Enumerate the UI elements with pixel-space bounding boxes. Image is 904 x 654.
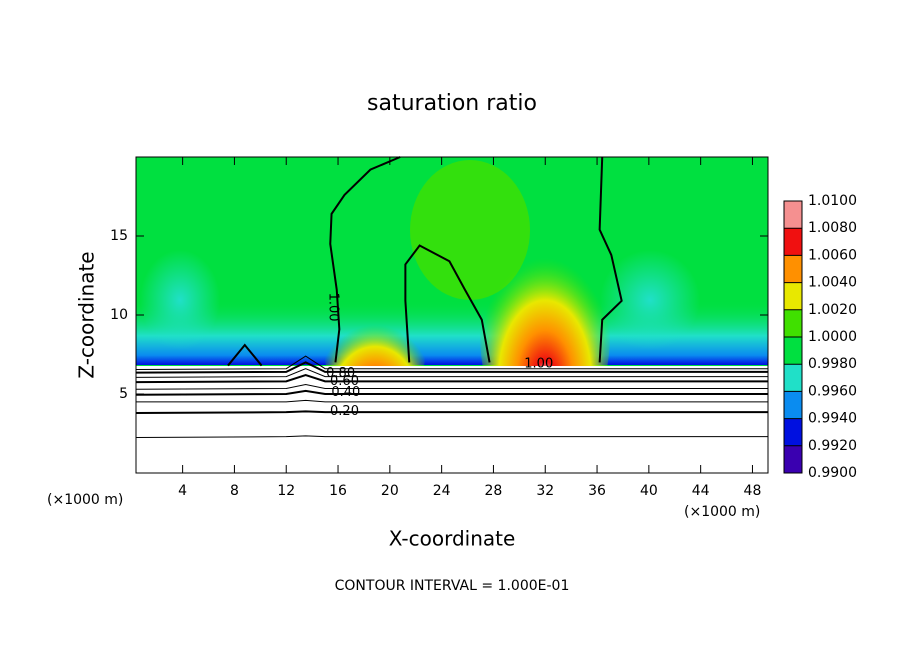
contour-line <box>329 156 401 363</box>
colorbar-box <box>784 391 802 419</box>
contour-line <box>135 361 768 374</box>
x-tick-label: 20 <box>381 483 399 499</box>
y-tick-label: 5 <box>119 386 128 402</box>
footnote: CONTOUR INTERVAL = 1.000E-01 <box>335 578 570 594</box>
x-tick-label: 4 <box>178 483 187 499</box>
colorbar-label: 0.9960 <box>808 383 857 399</box>
x-tick-label: 40 <box>640 483 658 499</box>
x-axis-label: X-coordinate <box>389 527 516 551</box>
y-unit: (×1000 m) <box>684 504 760 520</box>
colorbar-label: 0.9940 <box>808 411 857 427</box>
y-axis-label: Z-coordinate <box>75 251 99 378</box>
contour-label: 1.00 <box>325 293 340 322</box>
contour-line <box>135 435 768 438</box>
colorbar-box <box>784 201 802 229</box>
colorbar-label: 1.0100 <box>808 193 857 209</box>
field <box>136 157 768 473</box>
x-tick-label: 16 <box>329 483 347 499</box>
colorbar-box <box>784 418 802 446</box>
x-tick-label: 32 <box>536 483 554 499</box>
contour-line <box>136 399 768 403</box>
contour-line <box>227 343 263 367</box>
contour-line <box>135 389 768 396</box>
colorbar-box <box>784 255 802 283</box>
y-tick-label: 15 <box>110 228 128 244</box>
colorbar-label: 0.9980 <box>808 356 857 372</box>
terrain <box>136 366 768 473</box>
x-tick-label: 36 <box>588 483 606 499</box>
colorbar-box <box>784 228 802 256</box>
contour-label: 0.80 <box>326 366 355 381</box>
colorbar-box <box>784 364 802 392</box>
colorbar-box <box>784 282 802 310</box>
field-patch <box>140 250 220 350</box>
colorbar-label: 1.0080 <box>808 220 857 236</box>
contour-label: 1.00 <box>524 356 553 371</box>
contour-line <box>135 384 768 390</box>
contour-line <box>404 244 491 363</box>
x-tick-label: 48 <box>744 483 762 499</box>
colorbar-label: 0.9920 <box>808 438 857 454</box>
contour-line <box>135 368 768 378</box>
x-unit: (×1000 m) <box>47 492 123 508</box>
colorbar-label: 1.0060 <box>808 247 857 263</box>
contour-label: 0.20 <box>330 404 359 419</box>
contour-line <box>135 355 768 371</box>
contour-label: 0.40 <box>331 385 360 400</box>
x-tick-label: 28 <box>485 483 503 499</box>
colorbar-box <box>784 337 802 365</box>
colorbar-label: 1.0000 <box>808 329 857 345</box>
x-tick-label: 8 <box>230 483 239 499</box>
contour-line <box>135 373 768 384</box>
x-tick-label: 12 <box>277 483 295 499</box>
contour-line <box>135 410 768 414</box>
colorbar-box <box>784 445 802 473</box>
field-patch <box>600 250 700 350</box>
colorbar-box <box>784 309 802 337</box>
colorbar-label: 1.0020 <box>808 302 857 318</box>
chart-title: saturation ratio <box>367 91 537 116</box>
x-tick-label: 24 <box>433 483 451 499</box>
contour-line <box>598 156 623 363</box>
y-tick-label: 10 <box>110 307 128 323</box>
colorbar-label: 1.0040 <box>808 275 857 291</box>
colorbar-label: 0.9900 <box>808 465 857 481</box>
x-tick-label: 44 <box>692 483 710 499</box>
contour-label: 0.60 <box>330 374 359 389</box>
